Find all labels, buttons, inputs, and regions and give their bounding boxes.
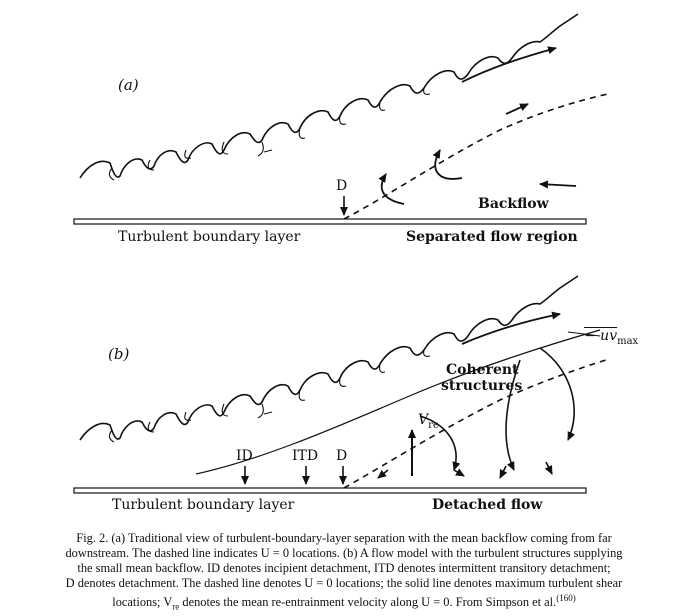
caption-ref: (160) (556, 593, 576, 603)
caption-line-5-rest: denotes the mean re-entrainment velocity… (179, 595, 557, 610)
panel-a-drawing (73, 13, 609, 225)
caption-line-2: downstream. The dashed line indicates U … (65, 546, 623, 560)
zero-velocity-line-a (343, 93, 609, 220)
backflow-arrow-a (539, 180, 577, 189)
uv-max-label: − uvmax (584, 328, 638, 347)
eddy-curls-a (108, 87, 431, 181)
separation-figure (73, 13, 609, 494)
turbulent-bl-label-b: Turbulent boundary layer (112, 497, 295, 513)
outer-arrow-a (505, 103, 529, 115)
coherent-label-1: Coherent (446, 362, 519, 378)
point-d-label-b: D (336, 448, 348, 464)
mean-flow-arrow-b (461, 311, 561, 345)
uv-max-text: − uv (584, 328, 618, 344)
figure-caption: Fig. 2. (a) Traditional view of turbulen… (12, 531, 676, 615)
point-d-label-a: D (336, 178, 348, 194)
uv-max-sub: max (617, 335, 639, 347)
structure-loop-1 (419, 415, 461, 471)
wall-a (73, 218, 587, 225)
wall-arrow-4 (544, 461, 553, 475)
caption-line-5-start: locations; V (112, 595, 173, 610)
caption-line-1: Fig. 2. (a) Traditional view of turbulen… (76, 531, 612, 545)
detached-flow-label: Detached flow (432, 497, 543, 513)
vre-main: V (418, 412, 429, 428)
recirc-arrow-a1 (378, 173, 405, 205)
caption-line-3: the small mean backflow. ID denotes inci… (77, 561, 611, 575)
uv-max-leader (567, 331, 601, 337)
structure-loop-2 (505, 359, 521, 471)
wall-arrow-3 (499, 465, 508, 479)
separated-flow-label: Separated flow region (406, 229, 578, 245)
vre-label: Vre (418, 412, 439, 431)
panel-b-tag: (b) (108, 345, 130, 363)
wall-arrow-1 (377, 469, 389, 479)
id-label: ID (236, 448, 253, 464)
zero-velocity-line-b (343, 359, 607, 489)
caption-line-5: locations; Vre denotes the mean re-entra… (12, 591, 676, 615)
wall-b (73, 487, 587, 494)
recirc-arrow-a2 (432, 149, 463, 180)
panel-b-drawing (73, 275, 607, 494)
backflow-label: Backflow (478, 196, 549, 212)
boundary-layer-edge-a (79, 13, 579, 179)
max-shear-line (195, 329, 601, 475)
turbulent-bl-label-a: Turbulent boundary layer (118, 229, 301, 245)
caption-line-4: D denotes detachment. The dashed line de… (65, 576, 623, 590)
coherent-label-2: structures (441, 378, 523, 394)
boundary-layer-edge-b (79, 275, 579, 441)
eddy-curls-b (108, 349, 431, 443)
structure-loop-3 (539, 347, 576, 441)
vre-sub: re (428, 419, 439, 431)
mean-flow-arrow-a (461, 46, 557, 83)
panel-a-tag: (a) (118, 76, 139, 94)
caption-line-5-sub: re (172, 601, 180, 612)
wall-arrow-2 (453, 468, 465, 477)
itd-label: ITD (292, 448, 319, 464)
